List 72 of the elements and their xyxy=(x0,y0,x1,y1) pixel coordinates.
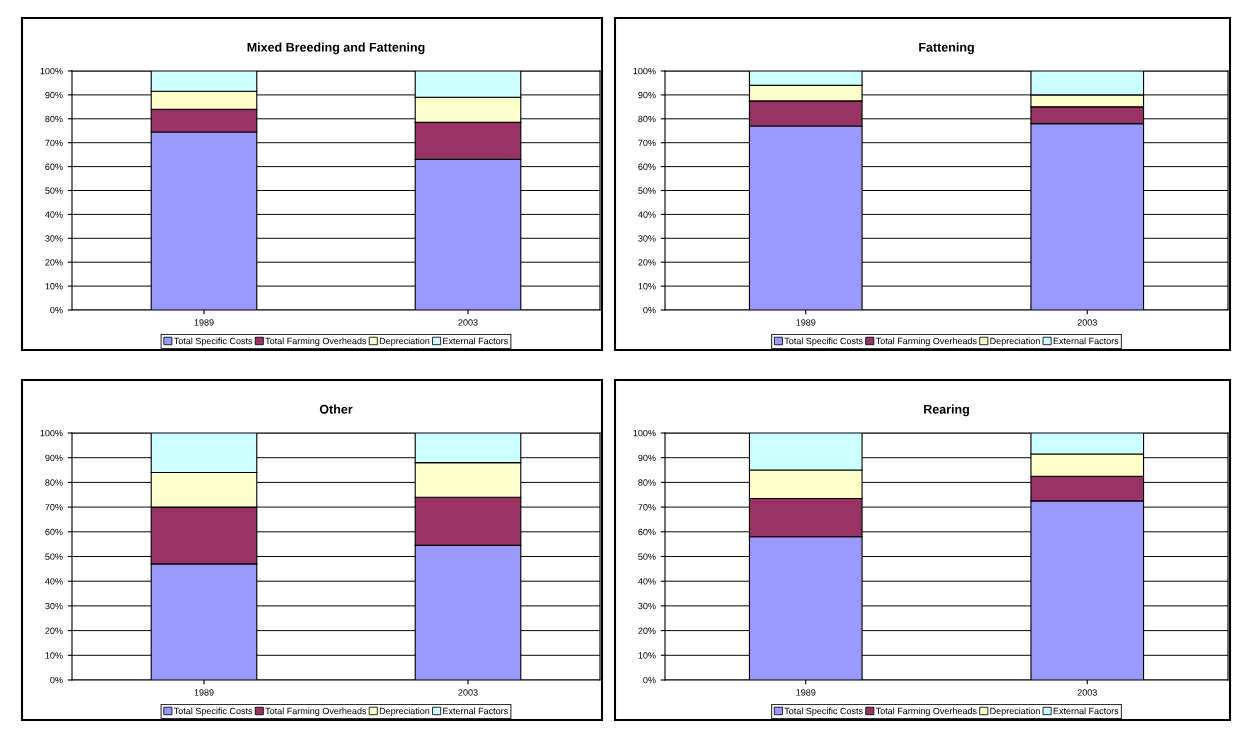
chart-title: Mixed Breeding and Fattening xyxy=(247,42,425,55)
y-tick-label: 50% xyxy=(45,187,63,194)
y-tick-label: 60% xyxy=(45,163,63,170)
legend-label: Total Farming Overheads xyxy=(875,337,977,346)
y-tick-label: 10% xyxy=(638,652,656,659)
y-tick-label: 30% xyxy=(45,235,63,242)
y-tick-label: 10% xyxy=(45,652,63,659)
x-tick-label: 2003 xyxy=(458,689,478,696)
y-tick-label: 100% xyxy=(40,67,63,75)
y-tick-label: 80% xyxy=(45,115,63,123)
y-tick-label: 100% xyxy=(633,67,656,75)
legend-label: Total Specific Costs xyxy=(173,337,253,346)
y-tick-label: 0% xyxy=(50,676,63,684)
x-tick-label: 2003 xyxy=(458,319,478,326)
y-tick-label: 70% xyxy=(45,504,63,511)
y-tick-label: 90% xyxy=(45,454,63,462)
legend-label: Total Farming Overheads xyxy=(875,707,977,716)
y-tick-label: 20% xyxy=(638,627,656,634)
y-tick-label: 50% xyxy=(638,553,656,560)
y-tick-label: 60% xyxy=(638,163,656,170)
legend-label: Depreciation xyxy=(379,337,430,346)
x-tick-label: 1989 xyxy=(796,319,816,326)
y-tick-label: 10% xyxy=(638,283,656,290)
chart-title: Rearing xyxy=(924,404,969,417)
y-tick-label: 60% xyxy=(45,528,63,536)
chart-title: Fattening xyxy=(919,42,974,55)
legend-label: Depreciation xyxy=(990,337,1040,346)
y-tick-label: 80% xyxy=(638,479,656,486)
legend-label: Total Specific Costs xyxy=(784,707,863,716)
y-tick-label: 40% xyxy=(45,211,63,218)
y-tick-label: 80% xyxy=(45,479,63,486)
y-tick-label: 90% xyxy=(638,91,656,99)
y-tick-label: 40% xyxy=(638,211,656,218)
y-tick-label: 20% xyxy=(638,259,656,266)
y-tick-label: 40% xyxy=(45,578,63,585)
y-tick-label: 60% xyxy=(638,528,656,536)
y-tick-label: 50% xyxy=(45,553,63,560)
y-tick-label: 80% xyxy=(638,115,656,123)
chart-title: Other xyxy=(319,404,353,414)
legend-label: Total Farming Overheads xyxy=(265,337,367,346)
y-tick-label: 20% xyxy=(45,259,63,266)
y-tick-label: 50% xyxy=(638,187,656,194)
legend-label: Total Specific Costs xyxy=(784,337,863,346)
legend-label: External Factors xyxy=(1053,337,1119,345)
y-tick-label: 100% xyxy=(40,429,63,437)
y-tick-label: 100% xyxy=(633,429,656,437)
y-tick-label: 30% xyxy=(45,602,63,610)
legend-label: Depreciation xyxy=(990,707,1040,716)
y-tick-label: 10% xyxy=(45,283,63,290)
y-tick-label: 0% xyxy=(643,676,656,684)
y-tick-label: 90% xyxy=(45,91,63,99)
legend-label: External Factors xyxy=(443,707,508,715)
y-tick-label: 40% xyxy=(638,578,656,585)
y-tick-label: 70% xyxy=(638,504,656,511)
legend-label: Total Farming Overheads xyxy=(265,707,367,716)
x-tick-label: 1989 xyxy=(796,689,816,696)
y-tick-label: 30% xyxy=(638,235,656,242)
x-tick-label: 2003 xyxy=(1077,319,1097,326)
x-tick-label: 1989 xyxy=(194,689,214,696)
x-tick-label: 2003 xyxy=(1077,689,1097,696)
y-tick-label: 70% xyxy=(638,139,656,147)
legend-label: External Factors xyxy=(1053,707,1119,715)
y-tick-label: 20% xyxy=(45,627,63,634)
y-tick-label: 90% xyxy=(638,454,656,462)
legend-label: External Factors xyxy=(443,337,508,345)
y-tick-label: 0% xyxy=(643,306,656,314)
legend-label: Depreciation xyxy=(379,707,430,716)
legend-label: Total Specific Costs xyxy=(173,707,253,716)
y-tick-label: 30% xyxy=(638,602,656,610)
y-tick-label: 0% xyxy=(50,306,63,314)
y-tick-label: 70% xyxy=(45,139,63,147)
x-tick-label: 1989 xyxy=(194,319,214,326)
